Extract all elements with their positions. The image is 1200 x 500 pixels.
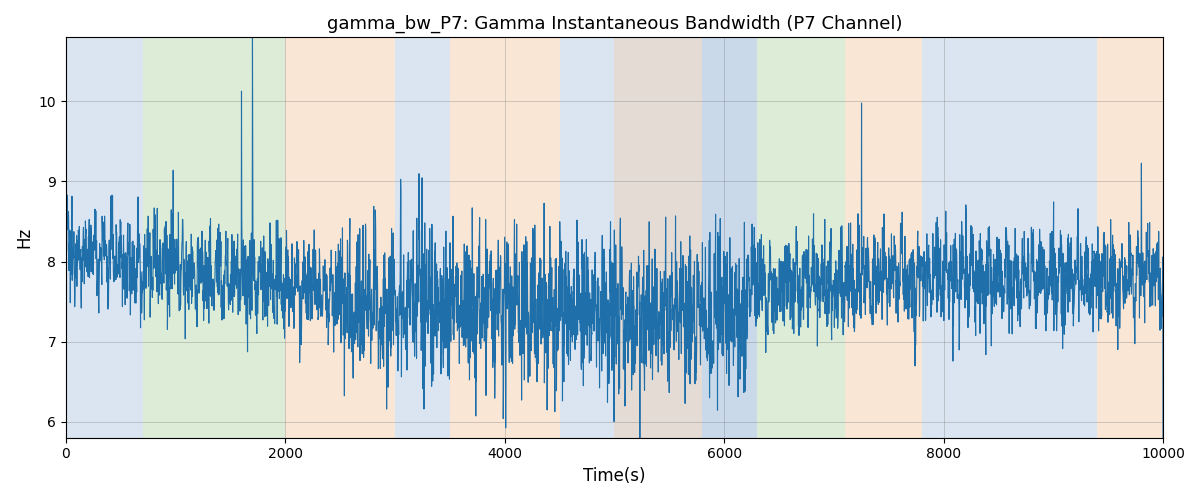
Y-axis label: Hz: Hz — [16, 227, 34, 248]
Bar — [922, 38, 1097, 438]
X-axis label: Time(s): Time(s) — [583, 467, 646, 485]
Bar — [450, 38, 559, 438]
Bar — [395, 38, 450, 438]
Bar — [143, 38, 286, 438]
Bar — [286, 38, 395, 438]
Bar — [702, 38, 757, 438]
Bar — [845, 38, 922, 438]
Bar — [757, 38, 845, 438]
Bar — [66, 38, 143, 438]
Bar — [1097, 38, 1186, 438]
Bar — [614, 38, 702, 438]
Bar — [559, 38, 702, 438]
Title: gamma_bw_P7: Gamma Instantaneous Bandwidth (P7 Channel): gamma_bw_P7: Gamma Instantaneous Bandwid… — [326, 15, 902, 34]
